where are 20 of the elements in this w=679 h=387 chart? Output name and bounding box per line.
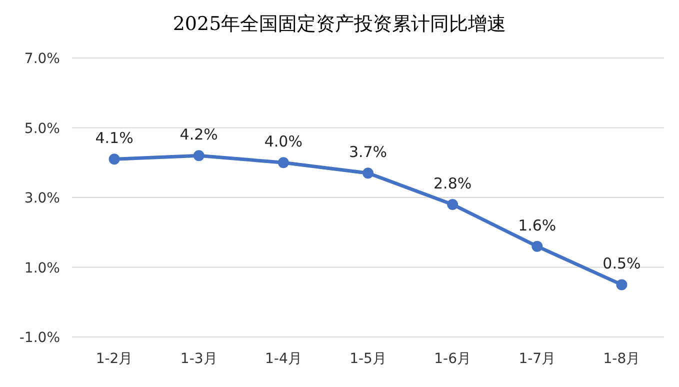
xtick: 1-2月 (96, 351, 133, 367)
value-label: 0.5% (602, 254, 641, 273)
ytick: 5.0% (24, 120, 60, 137)
xtick: 1-7月 (518, 351, 556, 367)
value-label: 2.8% (434, 174, 472, 192)
ytick: 3.0% (24, 190, 60, 206)
ytick: 1.0% (24, 260, 60, 276)
value-label: 4.1% (95, 129, 134, 148)
ytick: 7.0% (24, 51, 60, 67)
title: 2025年全国固定资产投资累计同比增速 (172, 13, 506, 35)
xtick: 1-3月 (180, 351, 218, 367)
value-label: 1.6% (518, 216, 556, 234)
value-label: 3.7% (348, 143, 388, 162)
value-label: 4.0% (264, 132, 302, 151)
xtick: 1-4月 (265, 351, 302, 367)
xtick: 1-6月 (434, 351, 471, 367)
ytick: -1.0% (19, 330, 60, 346)
xtick: 1-8月 (603, 351, 640, 367)
value-label: 4.2% (180, 126, 218, 144)
xtick: 1-5月 (350, 351, 386, 367)
